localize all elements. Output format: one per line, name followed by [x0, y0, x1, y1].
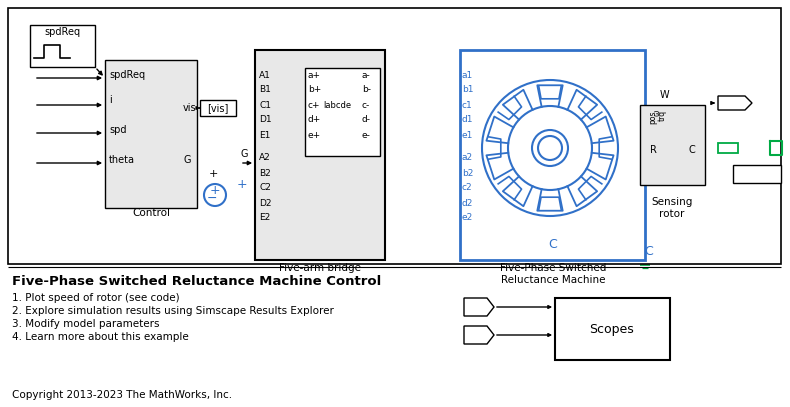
Text: i: i	[109, 95, 111, 105]
Bar	[640, 105, 705, 185]
Text: B2: B2	[259, 168, 271, 177]
Text: Sensing
rotor: Sensing rotor	[651, 197, 693, 219]
Text: G: G	[183, 155, 191, 165]
Text: spdReq: spdReq	[44, 27, 80, 37]
Text: b+: b+	[308, 85, 322, 94]
Text: R: R	[648, 142, 656, 155]
Text: c+: c+	[308, 101, 321, 109]
Text: e+: e+	[308, 131, 321, 140]
Bar	[555, 298, 670, 360]
Text: spdReq: spdReq	[109, 70, 145, 80]
Text: 1. Plot speed of rotor (see code): 1. Plot speed of rotor (see code)	[12, 293, 179, 303]
Text: C: C	[644, 245, 653, 258]
Text: R: R	[725, 144, 731, 153]
Text: theta: theta	[109, 155, 135, 165]
Bar	[105, 60, 197, 208]
Text: trq: trq	[658, 110, 667, 121]
Text: pos: pos	[648, 110, 657, 123]
Text: +: +	[237, 178, 247, 191]
Bar	[718, 143, 738, 153]
Text: e2: e2	[462, 214, 473, 223]
Text: ω: ω	[653, 110, 662, 116]
Bar	[305, 68, 380, 156]
Text: c-: c-	[362, 101, 371, 109]
Bar	[200, 100, 236, 116]
Text: a+: a+	[308, 70, 321, 79]
Text: −: −	[207, 192, 217, 204]
Text: [trq]: [trq]	[722, 98, 744, 108]
Text: b-: b-	[362, 85, 371, 94]
Text: +: +	[209, 184, 220, 197]
Text: a1: a1	[462, 70, 473, 79]
Text: G: G	[240, 149, 248, 159]
Text: d2: d2	[462, 199, 473, 208]
Text: a2: a2	[462, 153, 473, 162]
Bar	[30, 25, 197, 225]
Text: Scopes: Scopes	[589, 322, 634, 335]
Text: +: +	[209, 169, 218, 179]
Text: [vis]: [vis]	[207, 103, 228, 113]
Text: f(x) = 0: f(x) = 0	[739, 169, 776, 179]
Text: E2: E2	[259, 214, 270, 223]
Text: e-: e-	[362, 131, 371, 140]
Text: a-: a-	[362, 70, 371, 79]
Text: C1: C1	[259, 101, 271, 109]
Text: C2: C2	[259, 184, 271, 193]
Text: e1: e1	[462, 131, 473, 140]
Text: spd: spd	[109, 125, 126, 135]
Polygon shape	[464, 298, 494, 316]
Text: A2: A2	[259, 153, 271, 162]
Text: b1: b1	[462, 85, 473, 94]
Text: [vis]: [vis]	[468, 302, 489, 312]
Bar	[107, 62, 197, 208]
Text: 4. Learn more about this example: 4. Learn more about this example	[12, 332, 189, 342]
Polygon shape	[718, 96, 752, 110]
Text: vis: vis	[182, 103, 196, 113]
Text: B1: B1	[259, 85, 271, 94]
Text: 3. Modify model parameters: 3. Modify model parameters	[12, 319, 160, 329]
Bar	[258, 53, 385, 260]
Polygon shape	[464, 326, 494, 344]
Bar	[460, 50, 645, 260]
Text: Copyright 2013-2023 The MathWorks, Inc.: Copyright 2013-2023 The MathWorks, Inc.	[12, 390, 232, 400]
Text: R: R	[650, 145, 656, 155]
Text: 2. Explore simulation results using Simscape Results Explorer: 2. Explore simulation results using Sims…	[12, 306, 334, 316]
Text: d+: d+	[308, 116, 322, 125]
Text: W: W	[660, 90, 670, 100]
Text: D2: D2	[259, 199, 272, 208]
Text: d1: d1	[462, 116, 473, 125]
Bar	[643, 108, 705, 185]
Text: d-: d-	[362, 116, 371, 125]
Bar	[30, 25, 95, 67]
Text: c1: c1	[462, 101, 472, 109]
Text: D1: D1	[259, 116, 272, 125]
Text: Five-Phase Switched Reluctance Machine Control: Five-Phase Switched Reluctance Machine C…	[12, 275, 382, 288]
Text: E1: E1	[259, 131, 270, 140]
Bar	[733, 165, 781, 183]
Text: A1: A1	[259, 70, 271, 79]
Text: [trq]: [trq]	[467, 330, 489, 340]
Text: Five-arm bridge: Five-arm bridge	[279, 263, 361, 273]
Bar	[255, 50, 385, 260]
Text: Five-Phase Switched
Reluctance Machine: Five-Phase Switched Reluctance Machine	[500, 263, 606, 284]
Text: C: C	[688, 145, 695, 155]
Text: c2: c2	[462, 184, 472, 193]
Text: b2: b2	[462, 168, 473, 177]
Text: C: C	[548, 238, 558, 251]
Text: labcde: labcde	[323, 101, 351, 109]
Text: Control: Control	[132, 208, 170, 218]
Bar	[8, 8, 781, 264]
